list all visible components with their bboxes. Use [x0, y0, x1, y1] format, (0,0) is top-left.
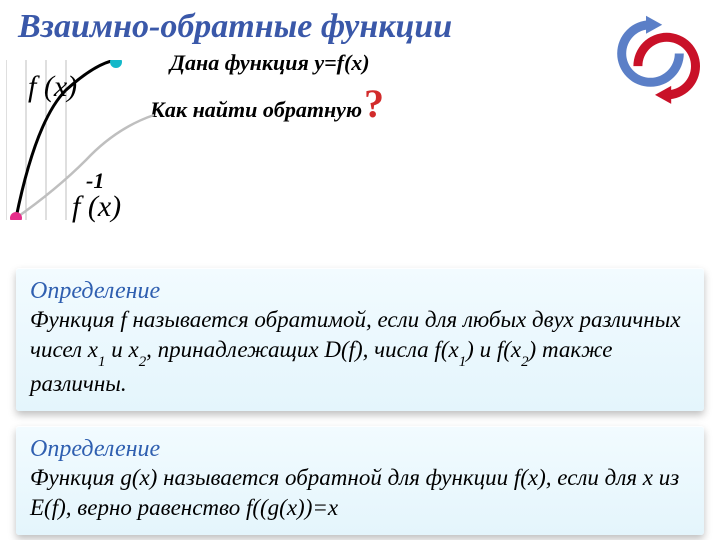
- definition-heading: Определение: [30, 278, 690, 305]
- back-arrow-arc: [617, 16, 684, 87]
- question-row: Как найти обратную ?: [150, 88, 384, 123]
- definition-body: Функция f называется обратимой, если для…: [30, 305, 690, 399]
- fx-label-bottom: f (x): [72, 190, 121, 224]
- superscript-minus-one: -1: [86, 168, 104, 194]
- curve-end-bottom-dot: [10, 212, 22, 220]
- definition-body: Функция g(x) называется обратной для фун…: [30, 463, 690, 523]
- page-subtitle: Дана функция y=f(x): [170, 50, 370, 76]
- question-mark-icon: ?: [364, 88, 384, 120]
- curve-end-top-dot: [110, 60, 122, 68]
- definition-box-1: Определение Функция f называется обратим…: [16, 268, 704, 411]
- page-title: Взаимно-обратные функции: [18, 8, 452, 46]
- question-text: Как найти обратную: [150, 97, 362, 123]
- definition-heading: Определение: [30, 436, 690, 463]
- fx-label-top: f (x): [28, 70, 77, 104]
- definition-box-2: Определение Функция g(x) называется обра…: [16, 426, 704, 535]
- refresh-arrows-icon: [610, 8, 700, 98]
- front-arrow-arc: [633, 33, 700, 104]
